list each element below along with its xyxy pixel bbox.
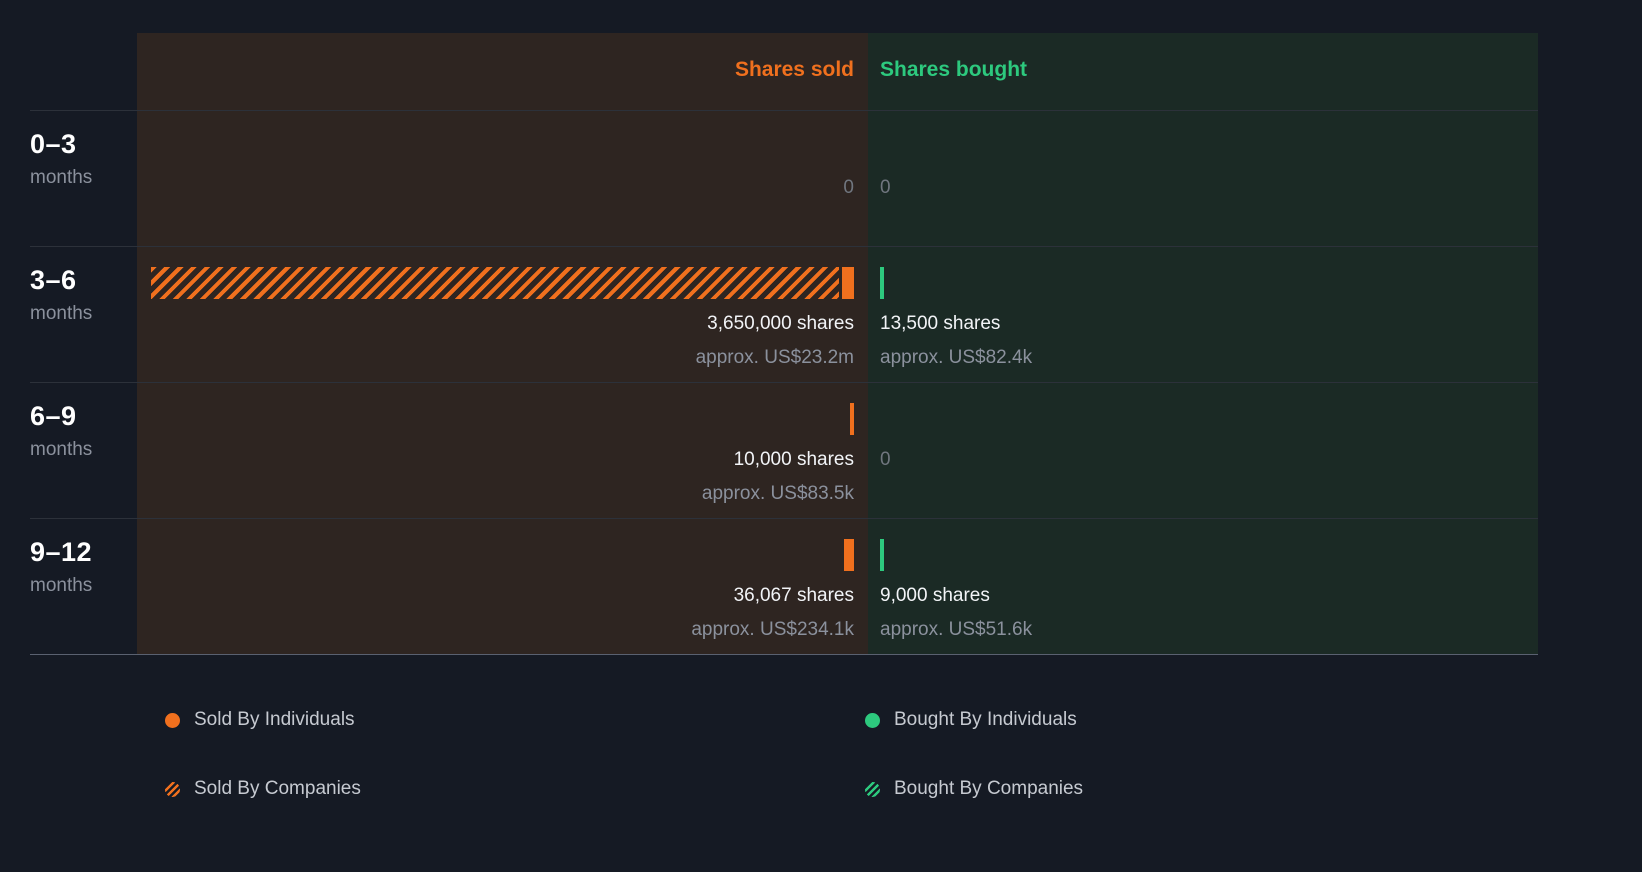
sold-by-companies-bar — [151, 267, 839, 299]
bought-shares-value: 9,000 shares — [880, 585, 990, 606]
header-spacer — [30, 33, 137, 110]
sold-companies-swatch-icon — [165, 781, 180, 797]
legend-label: Sold By Companies — [194, 778, 361, 799]
legend-label: Bought By Individuals — [894, 709, 1077, 730]
shares-sold-cell: 0 — [137, 111, 868, 246]
chart-header-row: Shares sold Shares bought — [30, 33, 1538, 110]
period-row-0-3: 0–3 months 0 0 — [30, 110, 1538, 246]
legend-sold-by-companies: Sold By Companies — [165, 778, 865, 800]
legend-bought-by-individuals: Bought By Individuals — [865, 709, 1642, 731]
bought-individuals-swatch-icon — [865, 712, 880, 728]
period-range: 3–6 — [30, 265, 77, 295]
legend-label: Sold By Individuals — [194, 709, 355, 730]
bought-approx-value: approx. US$51.6k — [880, 619, 1033, 640]
legend-bought-by-companies: Bought By Companies — [865, 778, 1642, 800]
bought-shares-value: 0 — [880, 177, 891, 198]
period-label-cell: 0–3 months — [30, 111, 137, 246]
sold-shares-value: 3,650,000 shares — [707, 313, 854, 334]
shares-sold-title: Shares sold — [734, 58, 854, 81]
shares-bought-cell: 0 — [868, 383, 1538, 518]
period-unit: months — [30, 167, 93, 188]
period-label-cell: 9–12 months — [30, 519, 137, 654]
shares-bought-header-cell: Shares bought — [868, 33, 1538, 110]
shares-bought-cell: 0 — [868, 111, 1538, 246]
sold-individuals-swatch-icon — [165, 712, 180, 728]
shares-bought-cell: 13,500 shares approx. US$82.4k — [868, 247, 1538, 382]
period-range: 9–12 — [30, 537, 93, 567]
shares-sold-header-cell: Shares sold — [137, 33, 868, 110]
sold-approx-value: approx. US$234.1k — [691, 619, 854, 640]
sold-bar-track — [137, 267, 854, 299]
period-row-3-6: 3–6 months 3,650,000 shares approx. US$2… — [30, 246, 1538, 382]
period-range: 0–3 — [30, 129, 77, 159]
period-unit: months — [30, 439, 93, 460]
period-label-cell: 3–6 months — [30, 247, 137, 382]
sold-by-individuals-bar — [850, 403, 854, 435]
sold-by-individuals-bar — [842, 267, 854, 299]
shares-sold-cell: 36,067 shares approx. US$234.1k — [137, 519, 868, 654]
bought-bar-track — [880, 131, 1538, 163]
shares-sold-cell: 3,650,000 shares approx. US$23.2m — [137, 247, 868, 382]
sold-shares-value: 0 — [843, 177, 854, 198]
sold-approx-value: approx. US$23.2m — [695, 347, 854, 368]
sold-shares-value: 10,000 shares — [733, 449, 854, 470]
bought-approx-value: approx. US$82.4k — [880, 347, 1033, 368]
period-row-9-12: 9–12 months 36,067 shares approx. US$234… — [30, 518, 1538, 654]
sold-bar-track — [137, 403, 854, 435]
shares-sold-cell: 10,000 shares approx. US$83.5k — [137, 383, 868, 518]
period-label-cell: 6–9 months — [30, 383, 137, 518]
bought-by-individuals-bar — [880, 539, 884, 571]
sold-by-individuals-bar — [844, 539, 854, 571]
period-unit: months — [30, 575, 93, 596]
bought-shares-value: 0 — [880, 449, 891, 470]
sold-bar-track — [137, 539, 854, 571]
period-unit: months — [30, 303, 93, 324]
bought-bar-track — [880, 267, 1538, 299]
bought-companies-swatch-icon — [865, 781, 880, 797]
sold-bar-track — [137, 131, 854, 163]
period-range: 6–9 — [30, 401, 77, 431]
bought-bar-track — [880, 539, 1538, 571]
insider-trading-chart: Shares sold Shares bought 0–3 months 0 0 — [30, 33, 1538, 655]
legend-sold-by-individuals: Sold By Individuals — [165, 709, 865, 731]
legend-label: Bought By Companies — [894, 778, 1084, 799]
sold-shares-value: 36,067 shares — [733, 585, 854, 606]
period-row-6-9: 6–9 months 10,000 shares approx. US$83.5… — [30, 382, 1538, 518]
shares-bought-cell: 9,000 shares approx. US$51.6k — [868, 519, 1538, 654]
bought-bar-track — [880, 403, 1538, 435]
shares-bought-title: Shares bought — [880, 58, 1028, 81]
sold-approx-value: approx. US$83.5k — [701, 483, 854, 504]
chart-legend: Sold By Individuals Bought By Individual… — [165, 709, 1642, 800]
bought-by-individuals-bar — [880, 267, 884, 299]
bought-shares-value: 13,500 shares — [880, 313, 1001, 334]
